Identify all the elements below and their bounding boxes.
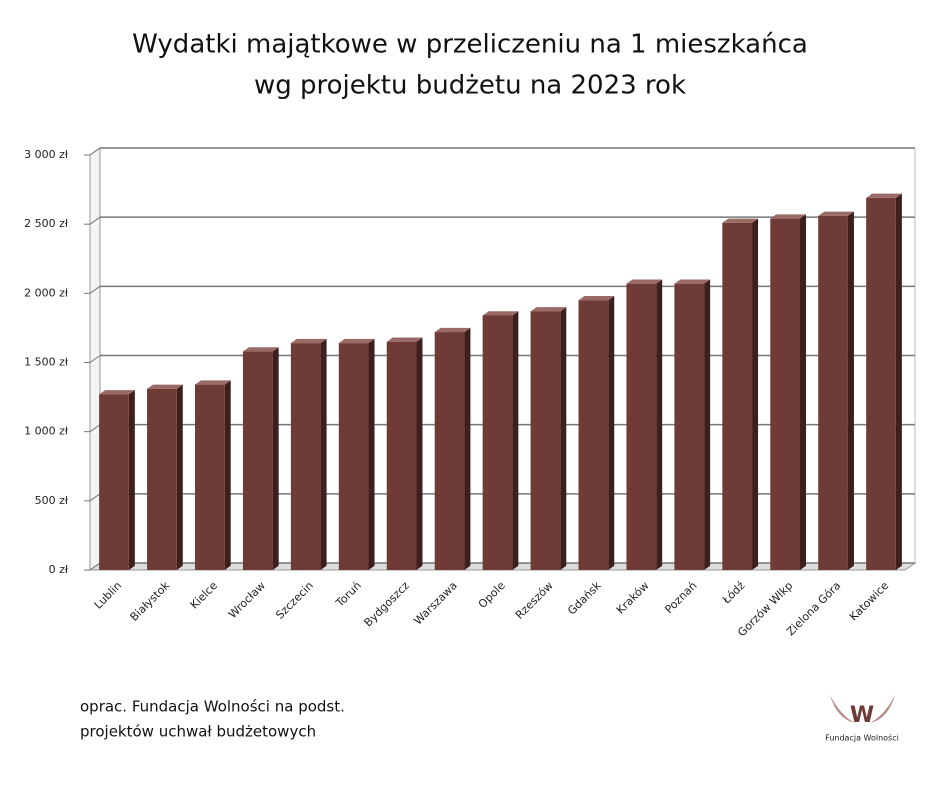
bar-side <box>320 338 327 570</box>
bar <box>242 351 273 570</box>
bar-top <box>99 390 135 395</box>
bar <box>290 343 321 570</box>
x-tick-label: Kraków <box>614 579 652 617</box>
bar-top <box>434 327 471 333</box>
bar-top <box>578 296 615 301</box>
bar-top <box>770 214 807 219</box>
bar <box>578 300 609 570</box>
x-tick-label: Opole <box>476 579 508 611</box>
bar-side <box>464 327 471 570</box>
bar <box>147 388 177 570</box>
x-tick-label: Gdańsk <box>565 579 604 618</box>
grid-line <box>89 147 101 156</box>
x-tick-label: Białystok <box>128 579 173 624</box>
bar <box>530 311 561 570</box>
x-tick-label: Rzeszów <box>513 579 556 622</box>
chart-title: Wydatki majątkowe w przeliczeniu na 1 mi… <box>132 30 808 60</box>
bar-side <box>895 193 902 570</box>
bar <box>434 332 465 570</box>
x-tick-label: Bydgoszcz <box>362 579 412 629</box>
x-tick-label: Szczecin <box>273 579 316 622</box>
bar-side <box>128 390 135 570</box>
bar <box>770 218 801 570</box>
y-tick-label: 1 000 zł <box>24 425 69 438</box>
logo-text: Fundacja Wolności <box>825 733 899 743</box>
y-tick-label: 0 zł <box>49 563 69 576</box>
grid-line <box>89 285 101 294</box>
bar-top <box>386 337 423 342</box>
y-tick-label: 2 500 zł <box>24 217 69 230</box>
x-tick-label: Katowice <box>847 579 891 623</box>
bar <box>99 394 129 570</box>
bar-top <box>242 347 279 352</box>
bar <box>338 343 369 570</box>
grid-line <box>89 493 101 502</box>
bar-top <box>290 338 327 344</box>
bar-side <box>704 279 711 570</box>
x-tick-label: Wrocław <box>226 579 268 621</box>
bar <box>626 283 657 570</box>
y-tick-label: 3 000 zł <box>24 148 69 161</box>
grid-line <box>89 562 101 571</box>
bar-top <box>626 279 663 284</box>
bar <box>194 384 225 570</box>
bar-top <box>530 307 567 312</box>
x-tick-label: Toruń <box>333 579 364 610</box>
bar-side <box>800 214 807 570</box>
chart-title: wg projektu budżetu na 2023 rok <box>254 71 686 101</box>
grid-line <box>89 355 101 363</box>
bar-top <box>194 380 231 385</box>
bar <box>866 197 896 570</box>
bar-top <box>674 279 711 284</box>
bar <box>674 283 705 570</box>
bar-side <box>368 338 375 570</box>
bar <box>818 215 848 570</box>
bar-side <box>560 307 567 570</box>
x-tick-label: Kielce <box>188 579 221 612</box>
source-note: projektów uchwał budżetowych <box>80 723 316 741</box>
logo: W Fundacja Wolności <box>825 695 899 743</box>
y-tick-label: 1 500 zł <box>24 356 69 369</box>
bar-side <box>752 218 759 571</box>
logo-mark: W <box>850 703 874 728</box>
y-tick-label: 2 000 zł <box>24 286 69 299</box>
bar-side <box>176 384 183 570</box>
x-tick-label: Lublin <box>92 579 125 612</box>
bar <box>386 341 417 570</box>
x-tick-label: Warszawa <box>411 579 459 627</box>
bar-top <box>818 211 854 216</box>
bar-side <box>608 296 615 570</box>
bar-side <box>512 311 519 570</box>
bar-top <box>482 311 519 316</box>
bar-side <box>656 279 663 570</box>
x-tick-label: Poznań <box>662 579 699 616</box>
bar-side <box>416 337 423 570</box>
source-note: oprac. Fundacja Wolności na podst. <box>80 698 345 716</box>
grid-line <box>89 424 101 433</box>
bar-side <box>272 347 279 570</box>
grid-line <box>89 216 101 225</box>
y-tick-label: 500 zł <box>35 494 69 507</box>
bar <box>722 222 753 571</box>
bar-top <box>722 218 759 223</box>
bar-top <box>866 193 902 198</box>
bar <box>482 315 513 570</box>
bar-top <box>147 384 183 389</box>
bar-side <box>847 211 854 570</box>
bar-top <box>338 338 375 344</box>
x-tick-label: Łódź <box>719 579 747 607</box>
bar-side <box>224 380 231 570</box>
